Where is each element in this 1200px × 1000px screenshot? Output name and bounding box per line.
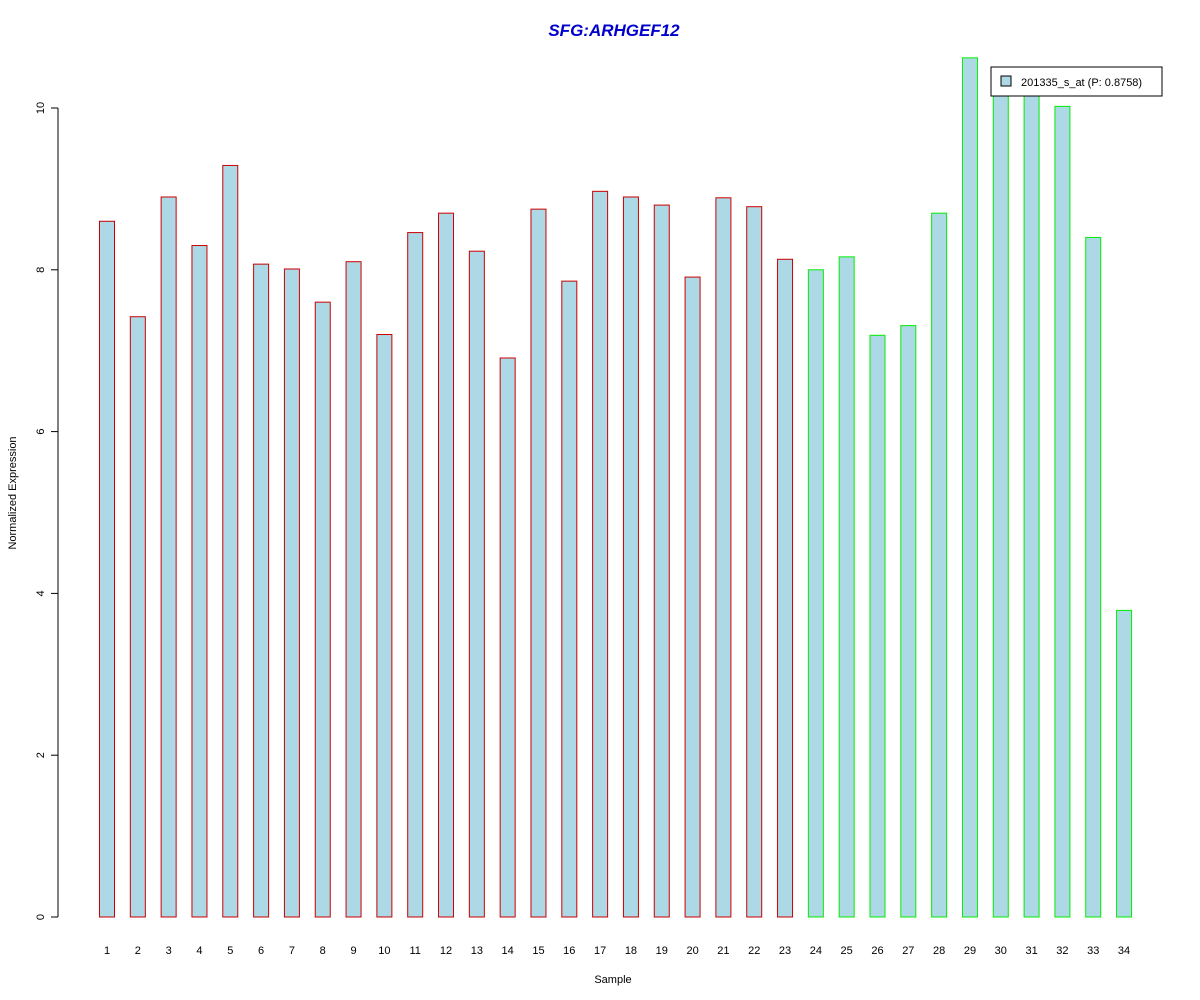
bar-sample-10 <box>376 334 393 918</box>
x-tick-label: 17 <box>594 945 606 957</box>
y-tick-label: 8 <box>35 267 47 273</box>
bar-sample-20 <box>684 276 701 918</box>
bar-sample-21 <box>715 197 732 918</box>
bar-sample-11 <box>407 232 424 918</box>
x-tick-label: 7 <box>289 945 295 957</box>
x-tick-label: 22 <box>748 945 760 957</box>
x-tick-label: 6 <box>258 945 264 957</box>
x-tick-label: 4 <box>196 945 202 957</box>
bar-sample-32 <box>1054 105 1071 918</box>
bar-sample-34 <box>1116 609 1133 918</box>
bar-sample-24 <box>807 269 824 918</box>
bar-sample-25 <box>838 256 855 918</box>
y-tick-label: 0 <box>35 914 47 920</box>
x-tick-label: 15 <box>532 945 544 957</box>
bar-sample-17 <box>592 190 609 918</box>
x-tick-label: 34 <box>1118 945 1130 957</box>
y-axis-label: Normalized Expression <box>7 436 19 549</box>
chart-title: SFG:ARHGEF12 <box>548 21 680 40</box>
x-tick-label: 10 <box>378 945 390 957</box>
y-tick-label: 2 <box>35 752 47 758</box>
bar-sample-15 <box>530 208 547 918</box>
bar-sample-3 <box>160 196 177 918</box>
x-tick-label: 27 <box>902 945 914 957</box>
bars <box>99 57 1133 918</box>
bar-sample-23 <box>777 258 794 918</box>
x-tick-label: 32 <box>1056 945 1068 957</box>
bar-sample-19 <box>653 204 670 918</box>
y-tick-label: 4 <box>35 590 47 596</box>
bar-sample-33 <box>1085 236 1102 918</box>
x-tick-label: 23 <box>779 945 791 957</box>
x-tick-label: 18 <box>625 945 637 957</box>
bar-sample-31 <box>1023 91 1040 918</box>
x-tick-label: 20 <box>686 945 698 957</box>
bar-sample-7 <box>283 268 300 918</box>
bar-sample-9 <box>345 261 362 918</box>
x-tick-label: 8 <box>320 945 326 957</box>
bar-sample-4 <box>191 245 208 918</box>
y-axis: 0 2 4 6 8 10 <box>35 102 59 920</box>
bar-sample-29 <box>961 57 978 918</box>
x-tick-label: 14 <box>502 945 514 957</box>
x-tick-label: 33 <box>1087 945 1099 957</box>
x-tick-label: 21 <box>717 945 729 957</box>
x-tick-label: 9 <box>350 945 356 957</box>
x-tick-label: 11 <box>409 945 420 957</box>
x-tick-label: 24 <box>810 945 822 957</box>
y-tick-label: 10 <box>35 102 47 114</box>
x-tick-label: 5 <box>227 945 233 957</box>
bar-sample-28 <box>931 212 948 918</box>
x-tick-label: 19 <box>656 945 668 957</box>
x-tick-label: 26 <box>871 945 883 957</box>
x-tick-label: 25 <box>841 945 853 957</box>
x-tick-label: 13 <box>471 945 483 957</box>
x-tick-label: 1 <box>104 945 110 957</box>
bar-sample-14 <box>499 357 516 918</box>
x-axis-tick-labels: 1 2 3 4 5 6 7 8 9 10 11 12 13 14 15 16 17 18 19 20 21 22 23 24 2… <box>104 945 1130 957</box>
bar-sample-30 <box>992 91 1009 918</box>
bar-sample-13 <box>468 250 485 918</box>
x-tick-label: 3 <box>166 945 172 957</box>
bar-sample-18 <box>622 196 639 918</box>
bar-sample-27 <box>900 325 917 918</box>
x-tick-label: 30 <box>995 945 1007 957</box>
bar-sample-2 <box>129 316 146 918</box>
x-tick-label: 31 <box>1025 945 1037 957</box>
x-tick-label: 12 <box>440 945 452 957</box>
x-tick-label: 16 <box>563 945 575 957</box>
bar-sample-12 <box>438 212 455 918</box>
y-tick-label: 6 <box>35 429 47 435</box>
bar-sample-1 <box>99 220 115 918</box>
legend: 201335_s_at (P: 0.8758) <box>990 66 1163 97</box>
legend-box <box>990 66 1163 97</box>
bar-sample-6 <box>253 263 270 918</box>
x-tick-label: 2 <box>135 945 141 957</box>
bar-sample-8 <box>314 301 331 918</box>
bar-sample-22 <box>746 206 763 918</box>
x-tick-label: 28 <box>933 945 945 957</box>
x-axis-label: Sample <box>594 974 631 986</box>
bar-sample-5 <box>222 164 239 918</box>
bar-sample-26 <box>869 334 886 918</box>
legend-label: 201335_s_at (P: 0.8758) <box>1021 77 1142 89</box>
legend-swatch <box>1000 75 1012 87</box>
bar-sample-16 <box>561 280 578 918</box>
x-tick-label: 29 <box>964 945 976 957</box>
